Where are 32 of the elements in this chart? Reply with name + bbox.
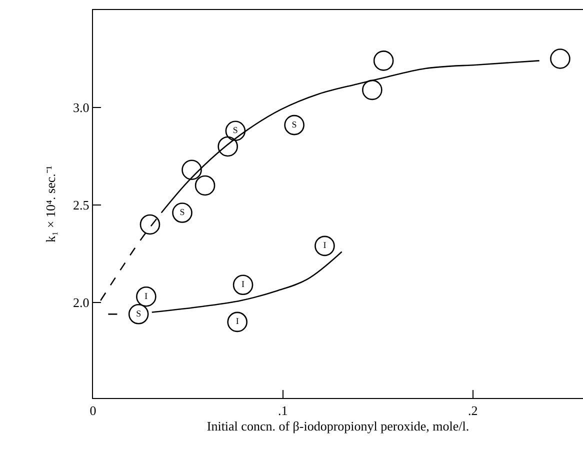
point <box>194 175 216 196</box>
x-tick-label: .2 <box>468 402 478 418</box>
point <box>172 202 192 223</box>
y-tick-label: 2.5 <box>73 198 90 213</box>
point <box>550 48 570 69</box>
data-label: I <box>144 290 148 301</box>
data-label: S <box>136 308 142 318</box>
point <box>362 80 382 100</box>
point <box>128 304 149 324</box>
data-label: I <box>236 316 239 326</box>
point <box>314 236 335 256</box>
data-label: S <box>180 207 185 218</box>
data-label: S <box>292 119 297 130</box>
point <box>182 160 202 180</box>
y-axis-title: k₁ × 10⁴. sec.⁻¹ <box>42 166 58 242</box>
data-label: I <box>242 279 245 290</box>
point <box>225 120 246 142</box>
point <box>284 114 304 136</box>
point <box>136 286 156 307</box>
point <box>227 312 248 332</box>
x-tick-label: 0 <box>90 402 96 418</box>
point <box>373 50 394 71</box>
line-series <box>151 251 342 313</box>
x-axis-title: Initial concn. of β-iodopropionyl peroxide, mole/l. <box>206 418 470 434</box>
x-tick-label: .1 <box>278 402 288 418</box>
data-label: S <box>232 125 238 136</box>
y-tick-label: 2.0 <box>73 295 90 310</box>
point <box>218 136 238 157</box>
data-label: I <box>323 240 326 250</box>
y-tick-label: 3.0 <box>73 100 90 116</box>
point <box>140 214 160 235</box>
point <box>232 274 254 296</box>
